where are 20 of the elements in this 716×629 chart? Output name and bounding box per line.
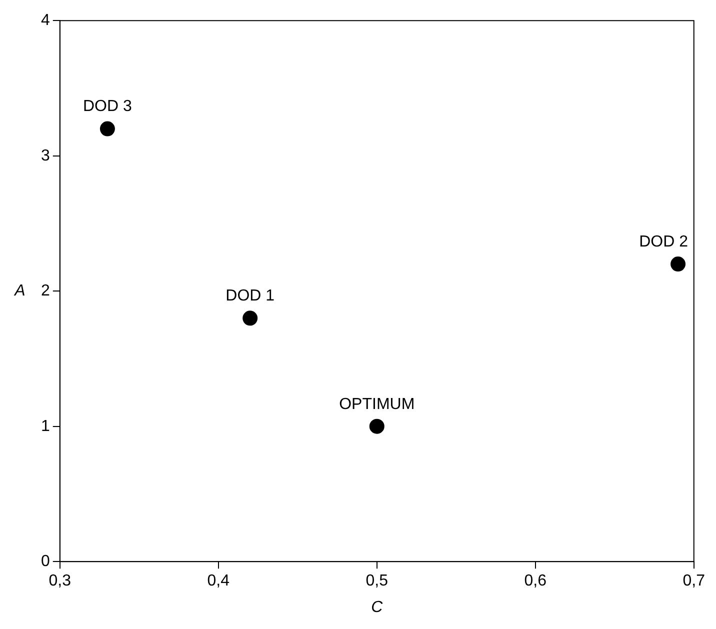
annotation: OPTIMUM bbox=[339, 396, 415, 413]
y-axis-title: A bbox=[14, 282, 26, 300]
x-tick-label: 0,4 bbox=[207, 572, 230, 590]
annotation: DOD 3 bbox=[83, 98, 132, 116]
x-tick-label: 0,6 bbox=[524, 572, 547, 590]
x-tick-label: 0,3 bbox=[48, 572, 72, 590]
x-axis-title: C bbox=[371, 598, 384, 616]
annotation: DOD 1 bbox=[226, 288, 275, 305]
point bbox=[670, 256, 686, 272]
x-tick-label: 0,7 bbox=[682, 572, 706, 590]
point bbox=[369, 418, 384, 434]
point bbox=[100, 121, 115, 136]
point bbox=[242, 310, 258, 326]
y-tick-label: 4 bbox=[40, 12, 50, 30]
y-tick-label: 0 bbox=[40, 553, 50, 570]
y-tick-label: 1 bbox=[40, 418, 50, 435]
x-tick-label: 0,5 bbox=[366, 572, 388, 590]
annotation: DOD 2 bbox=[639, 233, 688, 250]
y-tick-label: 2 bbox=[40, 282, 50, 300]
y-tick-label: 3 bbox=[40, 147, 50, 164]
